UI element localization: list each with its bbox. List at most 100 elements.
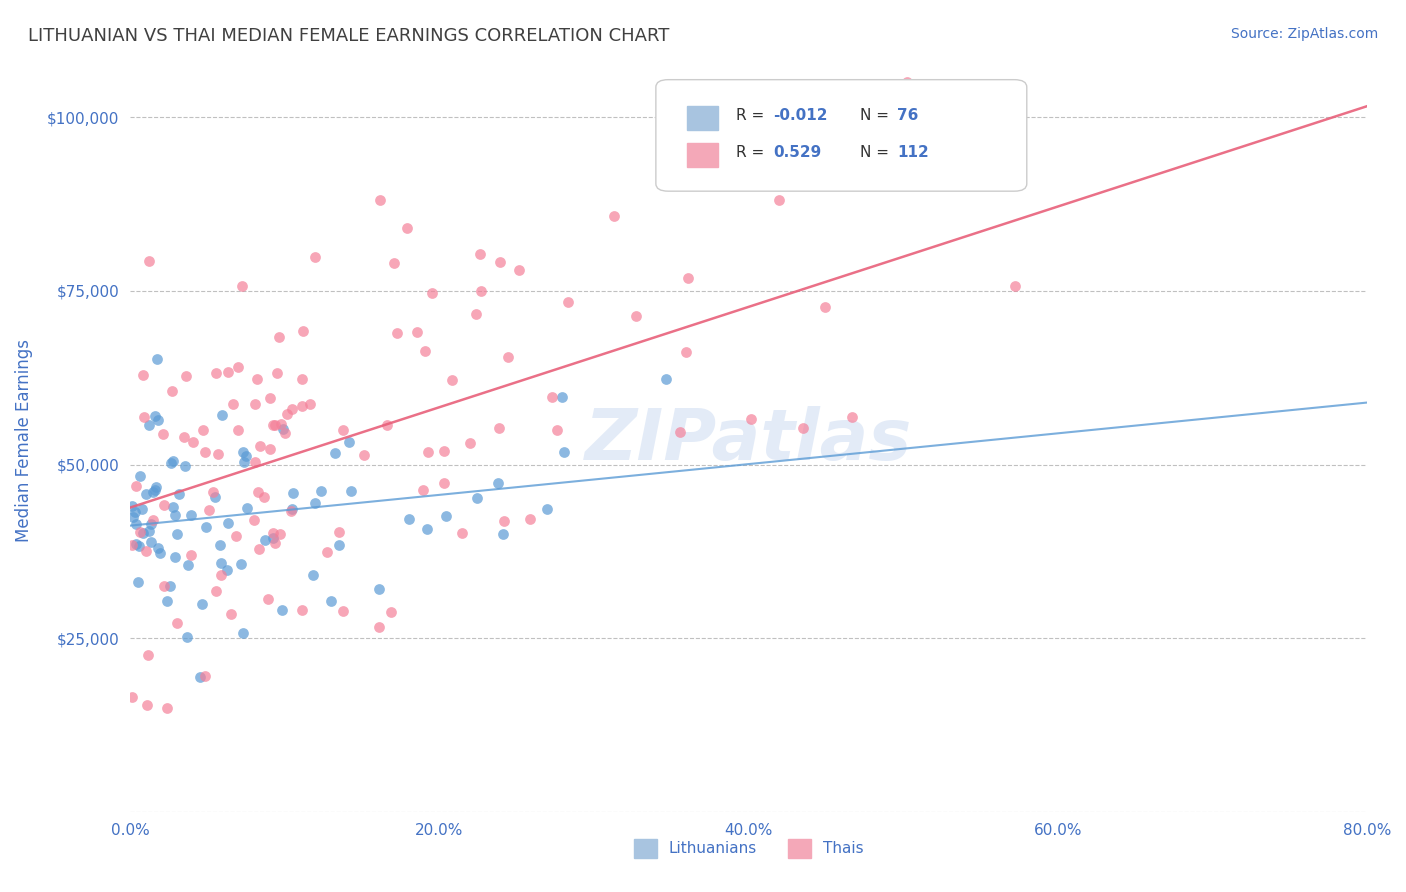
Point: [146, 541, 169, 555]
Point: [304, 250, 326, 264]
Text: 0.529: 0.529: [773, 145, 821, 160]
Point: [541, 390, 564, 404]
Point: [149, 546, 172, 560]
Point: [174, 368, 197, 383]
Point: [291, 324, 314, 338]
Point: [243, 397, 266, 411]
Point: [177, 558, 200, 573]
Point: [413, 343, 436, 358]
Point: [253, 533, 276, 547]
Point: [142, 513, 165, 527]
Point: [153, 498, 176, 512]
Point: [226, 423, 249, 437]
Point: [243, 455, 266, 469]
Point: [181, 434, 204, 449]
Point: [405, 325, 427, 339]
Point: [202, 485, 225, 500]
Point: [395, 220, 418, 235]
Point: [132, 525, 155, 540]
Point: [217, 563, 239, 577]
Point: [141, 517, 163, 532]
Point: [536, 502, 558, 516]
Point: [263, 417, 285, 432]
Point: [191, 598, 214, 612]
Point: [368, 194, 391, 208]
Point: [434, 508, 457, 523]
Point: [602, 209, 624, 223]
Point: [136, 648, 159, 662]
Text: ZIPatlas: ZIPatlas: [585, 406, 912, 475]
Point: [129, 524, 152, 539]
Point: [546, 423, 568, 437]
Point: [655, 372, 678, 386]
Point: [291, 399, 314, 413]
Point: [259, 391, 281, 405]
Point: [159, 579, 181, 593]
Point: [211, 408, 233, 422]
Point: [135, 543, 157, 558]
Point: [304, 495, 326, 509]
Point: [676, 271, 699, 285]
Point: [124, 505, 146, 519]
Point: [253, 490, 276, 504]
Text: Source: ZipAtlas.com: Source: ZipAtlas.com: [1230, 27, 1378, 41]
Point: [127, 574, 149, 589]
Point: [465, 491, 488, 506]
Point: [232, 445, 254, 459]
Point: [165, 549, 187, 564]
Point: [398, 512, 420, 526]
Point: [162, 454, 184, 468]
Point: [441, 373, 464, 387]
Point: [367, 620, 389, 634]
Point: [1004, 278, 1026, 293]
Point: [235, 449, 257, 463]
Point: [257, 592, 280, 607]
Point: [281, 502, 304, 516]
Point: [194, 668, 217, 682]
Point: [221, 607, 243, 621]
Point: [270, 417, 292, 432]
Point: [128, 539, 150, 553]
Point: [156, 594, 179, 608]
Point: [146, 351, 169, 366]
Point: [236, 500, 259, 515]
Point: [205, 366, 228, 380]
Point: [332, 423, 354, 437]
Point: [142, 485, 165, 500]
Point: [263, 535, 285, 549]
Point: [232, 626, 254, 640]
Point: [280, 401, 302, 416]
Point: [332, 604, 354, 618]
Point: [132, 409, 155, 424]
Text: 76: 76: [897, 108, 918, 123]
Point: [136, 698, 159, 712]
Point: [228, 359, 250, 374]
Point: [209, 568, 232, 582]
Point: [470, 284, 492, 298]
Point: [166, 616, 188, 631]
Point: [231, 279, 253, 293]
Point: [551, 390, 574, 404]
Point: [125, 537, 148, 551]
Point: [217, 365, 239, 379]
Point: [841, 410, 863, 425]
Point: [205, 583, 228, 598]
Point: [302, 568, 325, 582]
Point: [262, 531, 284, 545]
Point: [740, 411, 762, 425]
Text: R =: R =: [737, 145, 769, 160]
Point: [129, 468, 152, 483]
Text: 112: 112: [897, 145, 929, 160]
Point: [319, 594, 342, 608]
Point: [121, 690, 143, 705]
Point: [122, 510, 145, 524]
Point: [465, 308, 488, 322]
Point: [233, 455, 256, 469]
Point: [132, 368, 155, 383]
Point: [553, 445, 575, 459]
Point: [145, 409, 167, 424]
Point: [143, 483, 166, 497]
Point: [266, 366, 288, 380]
Point: [141, 535, 163, 549]
Point: [267, 330, 290, 344]
